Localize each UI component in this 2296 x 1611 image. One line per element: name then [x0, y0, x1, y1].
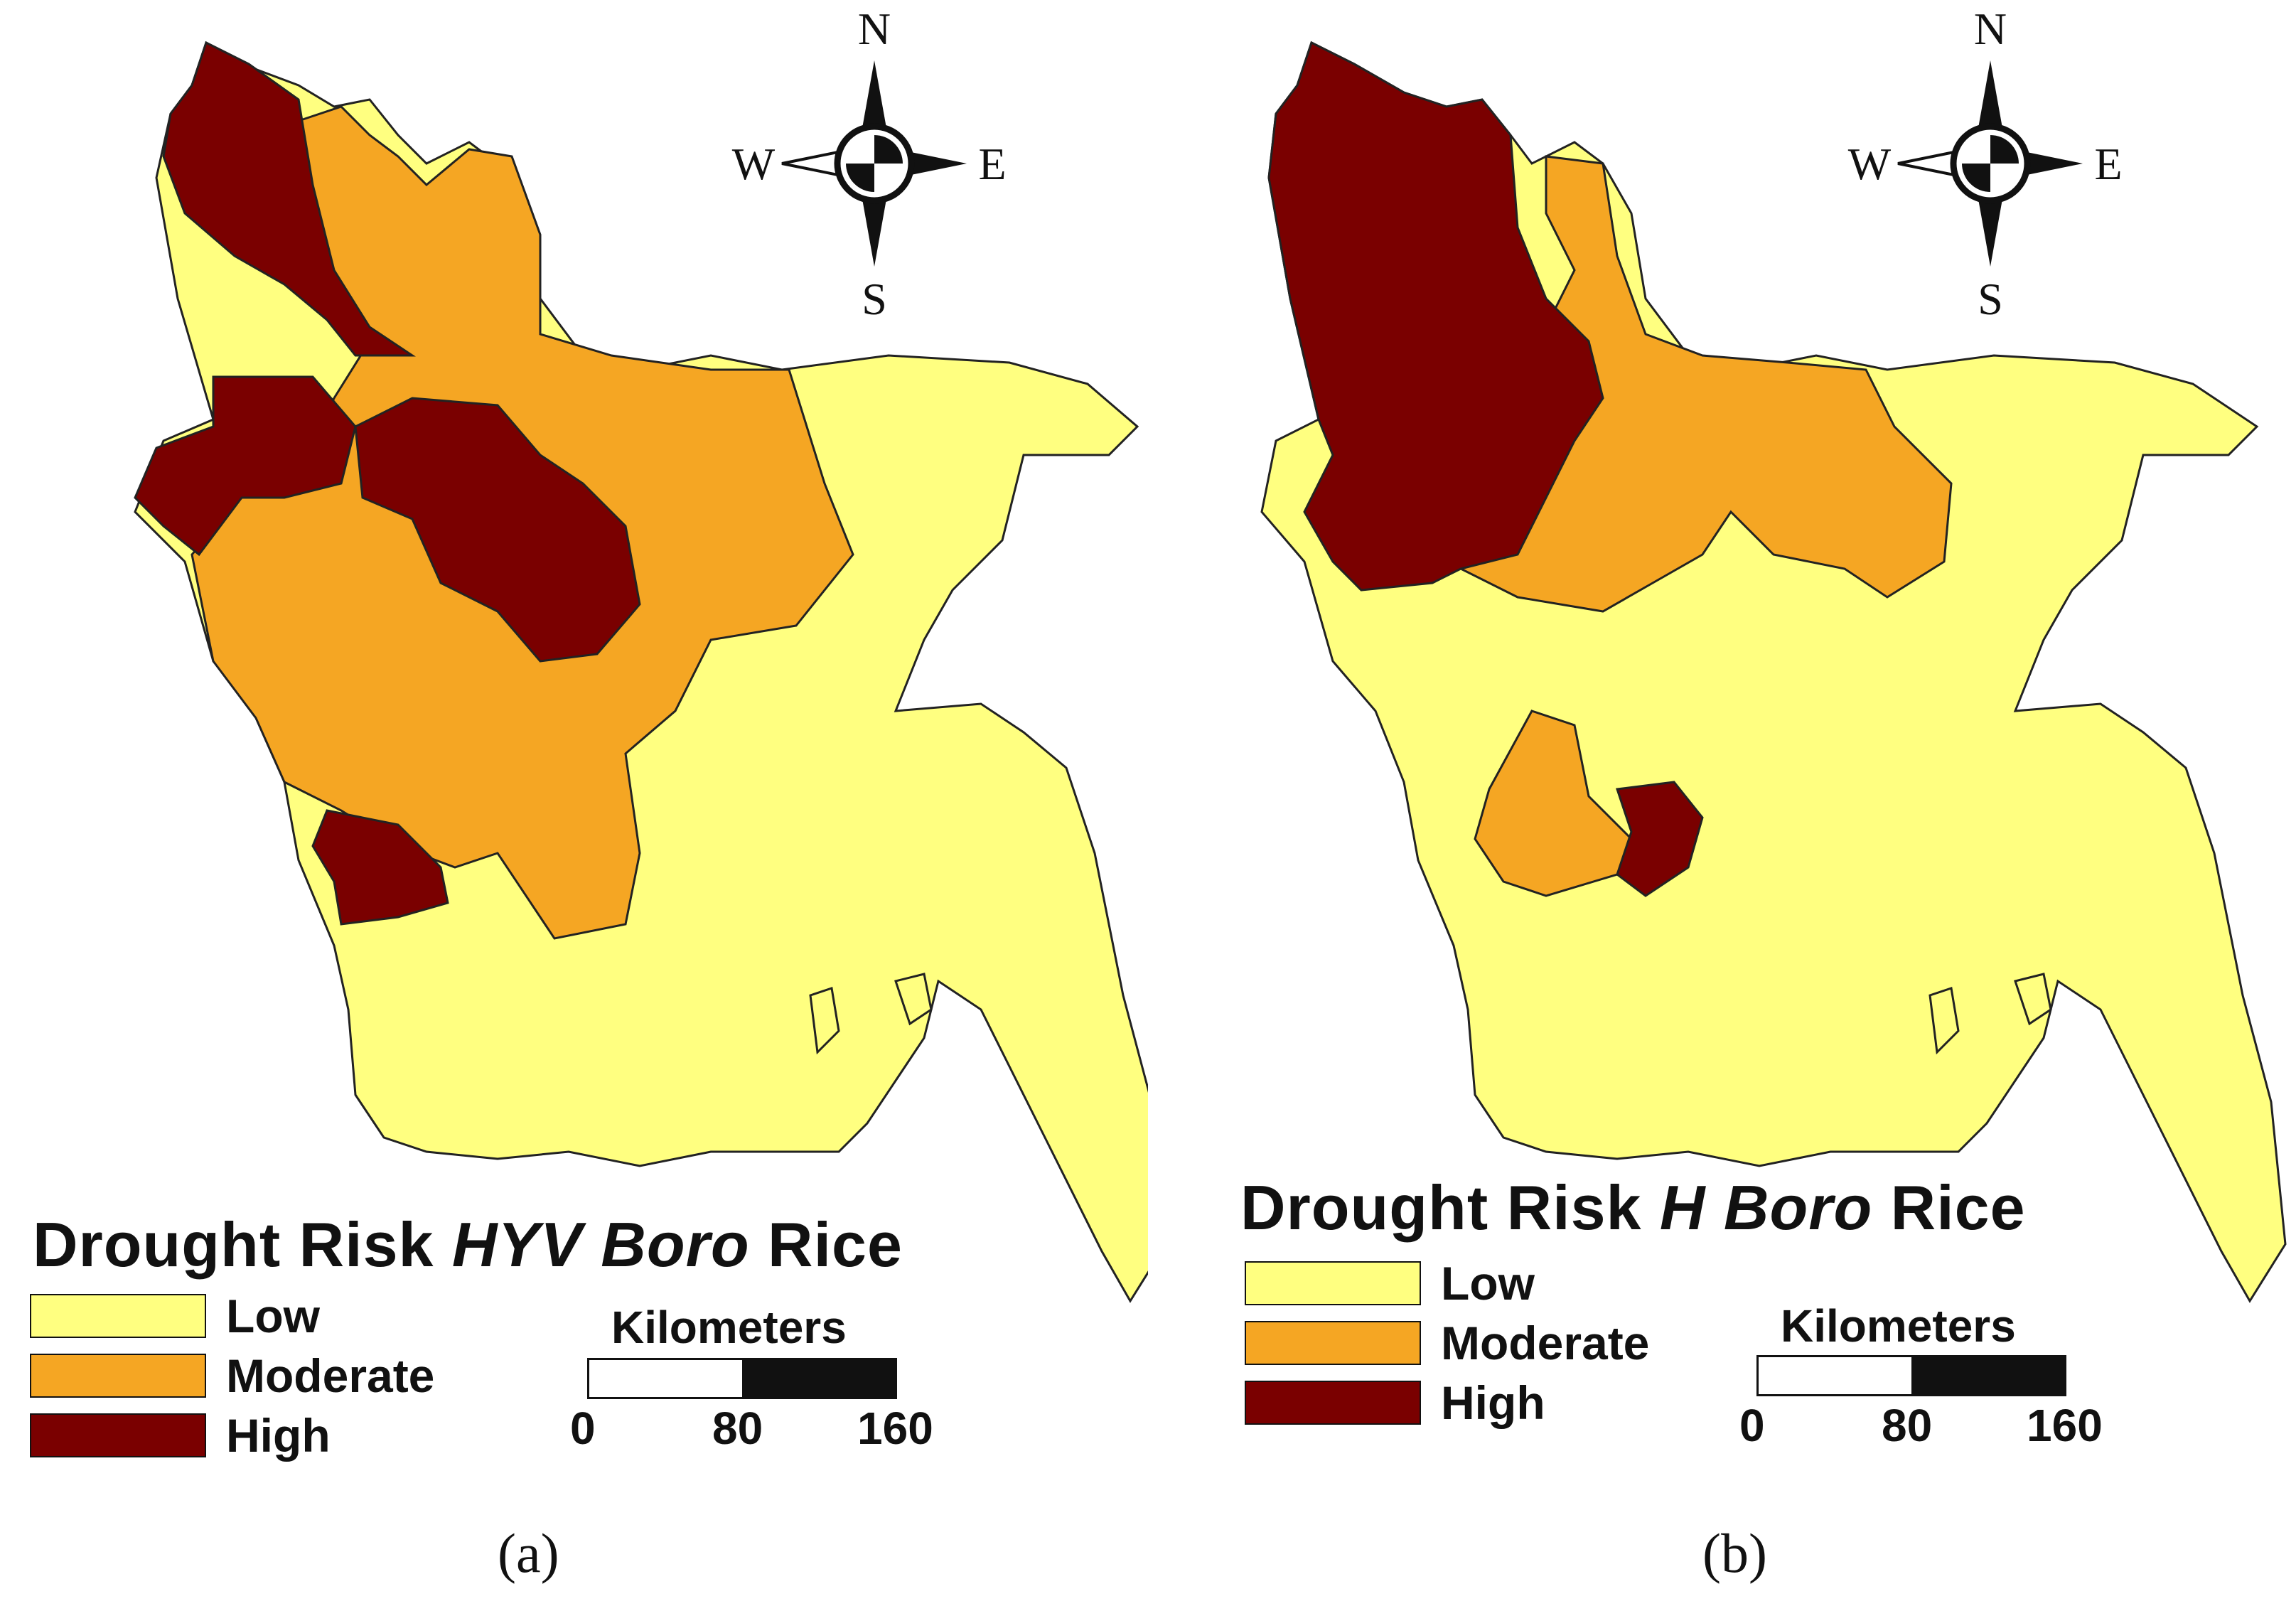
- scale-tick-80: 80: [712, 1403, 763, 1454]
- region-high-northwest: [1267, 41, 1604, 592]
- scale-bar-segment-white: [1759, 1357, 1911, 1394]
- compass-west-label: W: [1848, 139, 1892, 189]
- region-high-west: [134, 375, 357, 557]
- coastal-island: [1928, 987, 1960, 1055]
- title-prefix: Drought Risk: [1240, 1172, 1660, 1243]
- compass-east-label: E: [978, 139, 1006, 189]
- scale-tick-0: 0: [570, 1403, 596, 1454]
- region-high-northwest: [162, 41, 416, 357]
- title-crop-variety: H Boro: [1659, 1172, 1873, 1243]
- compass-east-label: E: [2094, 139, 2122, 189]
- scale-bar: [1756, 1355, 2066, 1396]
- legend-swatch-low: [30, 1294, 206, 1338]
- legend-label-low: Low: [1441, 1257, 1535, 1310]
- region-high-central: [354, 397, 641, 663]
- coastal-island: [2014, 973, 2052, 1026]
- scale-tick-160: 160: [2027, 1400, 2103, 1451]
- coastal-island: [809, 987, 840, 1055]
- legend-item-moderate: Moderate: [1245, 1317, 1650, 1369]
- scale-bar-segment-white: [589, 1360, 742, 1397]
- scale-tick-160: 160: [857, 1403, 933, 1454]
- title-suffix: Rice: [1872, 1172, 2026, 1243]
- drought-risk-map-b: N S E W: [1260, 4, 2287, 1303]
- compass-north-label: N: [858, 4, 891, 54]
- region-high-southwest: [311, 809, 449, 926]
- scale-tick-0: 0: [1739, 1400, 1765, 1451]
- map-title: Drought Risk H Boro Rice: [1240, 1172, 2026, 1244]
- compass-west-label: W: [732, 139, 776, 189]
- legend-swatch-high: [30, 1413, 206, 1457]
- region-high-south: [1615, 781, 1704, 897]
- compass-rose: N S E W: [1848, 4, 2123, 324]
- panel-caption: (a): [498, 1522, 559, 1584]
- scale-tick-80: 80: [1882, 1400, 1933, 1451]
- legend-item-low: Low: [1245, 1257, 1535, 1310]
- legend-item-high: High: [30, 1409, 331, 1462]
- drought-risk-map-a: N S E W: [134, 4, 1148, 1303]
- scale-bar-title: Kilometers: [1781, 1300, 2016, 1352]
- legend-swatch-moderate: [30, 1354, 206, 1398]
- map-panel-a: N S E W Drought Risk HYV Boro Rice Low M…: [30, 4, 1148, 1584]
- scale-bar: [587, 1358, 897, 1399]
- legend-swatch-high: [1245, 1381, 1421, 1425]
- compass-south-label: S: [1978, 274, 2003, 324]
- legend-swatch-low: [1245, 1261, 1421, 1305]
- map-panel-b: N S E W Drought Risk H Boro Rice Low Mod…: [1148, 0, 2296, 1611]
- scale-bar-segment-black: [742, 1360, 895, 1397]
- scale-bar-segment-black: [1911, 1357, 2064, 1394]
- legend-label-high: High: [1441, 1376, 1545, 1429]
- compass-north-label: N: [1974, 4, 2007, 54]
- panel-caption: (b): [1702, 1522, 1767, 1584]
- legend-item-low: Low: [30, 1290, 320, 1342]
- legend-label-high: High: [226, 1409, 331, 1462]
- legend-swatch-moderate: [1245, 1321, 1421, 1365]
- compass-south-label: S: [862, 274, 887, 324]
- map-title: Drought Risk HYV Boro Rice: [33, 1209, 903, 1281]
- legend-item-high: High: [1245, 1376, 1545, 1429]
- coastal-island: [894, 973, 933, 1026]
- legend-item-moderate: Moderate: [30, 1349, 435, 1402]
- title-suffix: Rice: [749, 1209, 903, 1280]
- legend-label-moderate: Moderate: [226, 1349, 435, 1402]
- title-prefix: Drought Risk: [33, 1209, 452, 1280]
- legend-label-moderate: Moderate: [1441, 1317, 1650, 1369]
- region-moderate-south: [1474, 710, 1633, 897]
- compass-rose: N S E W: [732, 4, 1007, 324]
- scale-bar-title: Kilometers: [611, 1302, 847, 1353]
- legend-label-low: Low: [226, 1290, 320, 1342]
- title-crop-variety: HYV Boro: [451, 1209, 750, 1280]
